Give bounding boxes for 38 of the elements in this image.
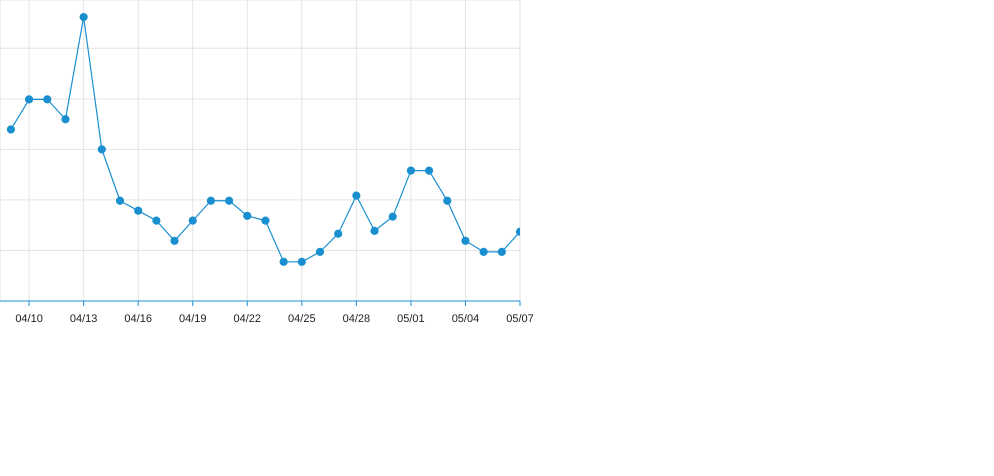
point <box>352 192 360 200</box>
point <box>370 226 379 235</box>
point <box>480 248 488 256</box>
point <box>134 206 142 215</box>
x-tick-label: 04/13 <box>70 312 98 325</box>
point <box>80 12 88 22</box>
point <box>334 230 342 238</box>
x-tick-label: 04/22 <box>234 312 262 325</box>
point <box>424 166 434 175</box>
point <box>6 125 16 134</box>
point <box>388 212 397 221</box>
point <box>243 212 252 220</box>
point <box>461 236 470 245</box>
x-tick-label: 04/19 <box>178 312 206 325</box>
point <box>224 196 234 205</box>
point <box>280 258 288 266</box>
point <box>152 216 160 225</box>
point <box>443 196 452 205</box>
point <box>43 95 52 104</box>
point <box>498 248 506 256</box>
point <box>170 236 179 245</box>
x-tick-label: 05/04 <box>452 312 480 325</box>
point <box>188 216 197 225</box>
point <box>61 115 70 124</box>
point <box>24 95 34 104</box>
x-tick-label: 04/10 <box>15 312 43 325</box>
point <box>316 248 324 256</box>
point <box>406 166 416 175</box>
point <box>298 258 306 266</box>
point <box>261 216 270 225</box>
point <box>116 196 124 205</box>
x-tick-label: 04/28 <box>342 312 370 325</box>
x-tick-label: 04/25 <box>288 312 316 325</box>
point <box>98 145 106 154</box>
x-tick-label: 04/16 <box>124 312 152 325</box>
x-tick-label: 05/07 <box>506 312 534 325</box>
point <box>206 196 216 205</box>
x-tick-label: 05/01 <box>397 312 425 325</box>
